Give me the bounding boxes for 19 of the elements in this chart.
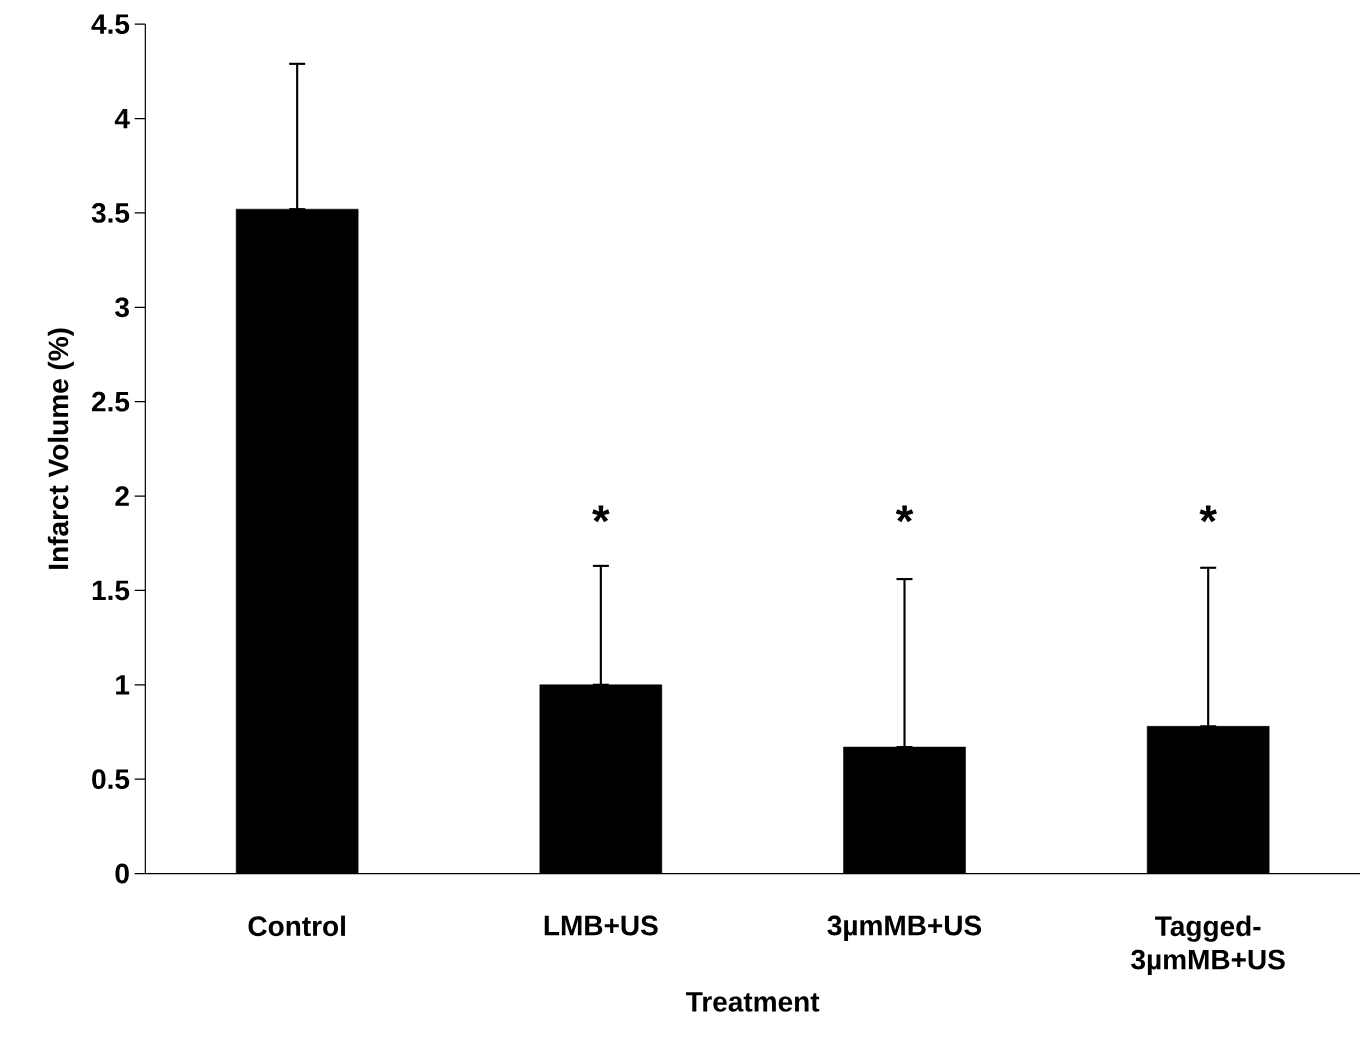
annotation: * [1199, 505, 1217, 523]
y-tick-label: 0 [115, 863, 129, 884]
y-tick-label: 0.5 [92, 769, 130, 790]
y-tick-label: 2 [115, 486, 129, 506]
x-tick-label: LMB+US [544, 915, 658, 936]
annotation: * [592, 505, 610, 523]
x-axis-title: Treatment [686, 992, 820, 1012]
annotation: * [895, 505, 914, 523]
x-tick-label: Tagged-3µmMB+US [1131, 915, 1285, 976]
y-tick-label: 4.5 [91, 14, 130, 34]
y-tick-label: 3 [115, 297, 129, 318]
y-tick-label: 3.5 [91, 203, 130, 223]
x-tick-label: 3µmMB+US [827, 915, 982, 941]
y-tick-label: 1.5 [92, 580, 130, 601]
y-axis-title: Infarct Volume (%) [47, 328, 74, 569]
y-tick-label: 2.5 [92, 391, 130, 412]
y-tick-label: 1 [116, 675, 130, 695]
y-tick-label: 4 [114, 108, 130, 129]
x-tick-label: Control [248, 915, 345, 937]
